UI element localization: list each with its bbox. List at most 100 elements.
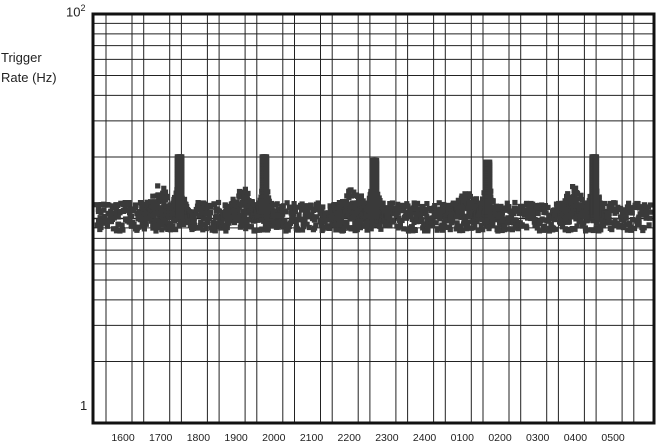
data-point: [144, 199, 150, 205]
data-point: [590, 227, 596, 234]
data-point: [513, 206, 519, 212]
x-tick-label: 0200: [488, 432, 512, 442]
data-point: [465, 205, 472, 211]
data-point: [153, 228, 159, 234]
x-tick-label: 2000: [262, 432, 286, 442]
data-point: [167, 227, 173, 233]
data-point: [517, 203, 523, 209]
data-point: [179, 154, 185, 160]
data-point: [350, 214, 357, 220]
data-point: [233, 216, 239, 222]
data-point: [313, 222, 319, 228]
data-point: [573, 185, 579, 191]
data-point: [543, 210, 549, 216]
data-point: [279, 219, 285, 225]
data-point: [628, 227, 634, 233]
data-point: [434, 226, 441, 232]
data-point: [155, 183, 161, 189]
data-point: [184, 204, 190, 210]
data-point: [612, 217, 618, 223]
data-point: [520, 203, 526, 209]
data-point: [242, 188, 248, 194]
data-point: [203, 226, 209, 232]
data-point: [266, 198, 272, 204]
data-point: [97, 215, 103, 221]
data-point: [638, 204, 644, 210]
data-point: [274, 201, 280, 207]
data-point: [102, 213, 108, 220]
data-point: [204, 206, 210, 212]
data-point: [127, 202, 133, 208]
data-point: [568, 214, 574, 220]
data-point: [620, 225, 626, 231]
data-point: [428, 220, 434, 226]
data-point: [224, 225, 230, 231]
data-point: [346, 210, 352, 216]
data-point: [403, 209, 409, 215]
data-point: [311, 217, 317, 223]
data-point: [136, 224, 142, 230]
data-point: [153, 217, 159, 223]
data-point: [99, 219, 105, 226]
data-point: [501, 227, 508, 233]
data-point: [294, 225, 300, 231]
data-point: [240, 217, 246, 223]
data-point: [604, 213, 610, 219]
data-point: [423, 210, 429, 216]
data-point: [231, 212, 238, 218]
data-point: [565, 203, 571, 209]
data-point: [512, 225, 518, 231]
x-tick-label: 0300: [526, 432, 550, 442]
data-point: [364, 227, 370, 233]
data-point: [327, 225, 333, 231]
data-point: [389, 219, 396, 225]
data-point: [600, 223, 607, 229]
data-point: [593, 154, 600, 160]
data-point: [570, 208, 576, 214]
data-point: [275, 224, 281, 230]
data-point: [537, 219, 543, 225]
data-point: [572, 226, 578, 232]
x-tick-label: 1700: [149, 432, 173, 442]
data-point: [296, 212, 302, 218]
data-point: [343, 223, 349, 229]
data-point: [206, 216, 212, 222]
data-point: [304, 221, 310, 227]
data-point: [133, 202, 139, 208]
data-point: [609, 202, 615, 209]
data-point: [566, 219, 572, 225]
data-point: [545, 218, 551, 224]
data-point: [313, 203, 319, 209]
data-point: [573, 200, 579, 206]
data-point: [509, 227, 515, 233]
data-point: [460, 227, 466, 234]
data-point: [528, 215, 534, 222]
data-point: [211, 201, 217, 207]
data-point: [262, 222, 268, 228]
data-point: [622, 207, 628, 213]
data-point: [646, 222, 652, 228]
data-point: [530, 201, 536, 207]
data-point: [150, 193, 156, 199]
data-point: [420, 225, 426, 231]
data-point: [574, 191, 581, 197]
data-point: [409, 216, 415, 222]
data-point: [335, 215, 341, 222]
data-point: [147, 209, 153, 215]
data-point: [574, 223, 580, 229]
data-point: [106, 202, 112, 208]
data-point: [241, 200, 247, 206]
data-point: [473, 196, 479, 202]
data-point: [364, 223, 370, 229]
data-point: [161, 185, 167, 191]
data-point: [113, 226, 119, 232]
data-point: [526, 205, 532, 211]
data-point: [194, 203, 201, 209]
data-point: [160, 222, 166, 228]
x-tick-label: 1800: [187, 432, 211, 442]
data-point: [117, 209, 124, 215]
data-point: [631, 225, 638, 232]
data-point: [480, 227, 486, 233]
data-point: [598, 227, 604, 233]
data-point: [565, 191, 571, 197]
